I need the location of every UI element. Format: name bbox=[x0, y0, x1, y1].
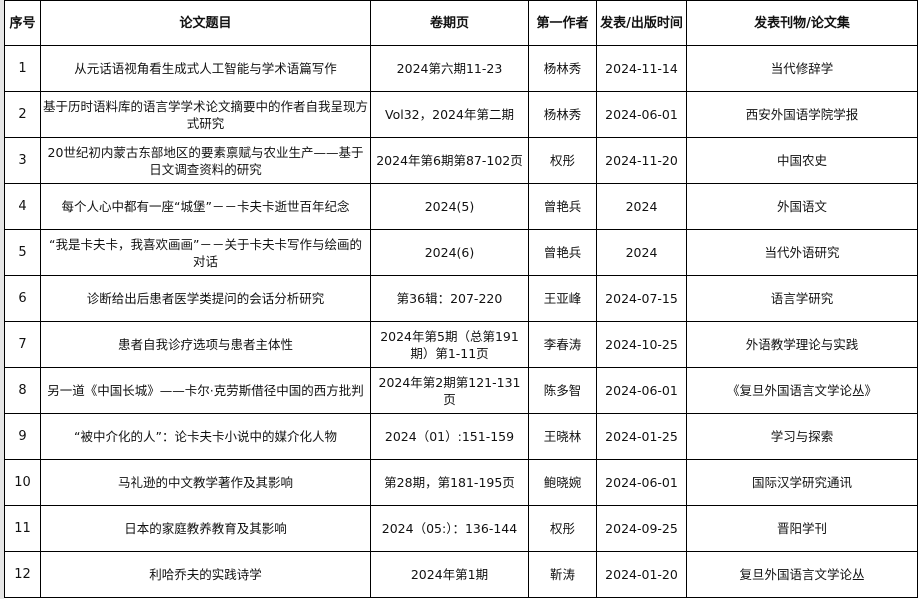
cell-volume-pages[interactable]: 2024(5) bbox=[370, 183, 529, 230]
cell-title[interactable]: 每个人心中都有一座“城堡”－－卡夫卡逝世百年纪念 bbox=[40, 183, 371, 230]
cell-index[interactable]: 7 bbox=[4, 321, 41, 368]
cell-first-author[interactable]: 杨林秀 bbox=[528, 45, 597, 92]
cell-first-author[interactable]: 鲍晓婉 bbox=[528, 459, 597, 506]
cell-journal[interactable]: 语言学研究 bbox=[686, 275, 918, 322]
cell-first-author[interactable]: 曾艳兵 bbox=[528, 183, 597, 230]
table-row: 3 20世纪初内蒙古东部地区的要素禀赋与农业生产——基于日文调查资料的研究 2024… bbox=[4, 137, 918, 184]
cell-title[interactable]: 诊断给出后患者医学类提问的会话分析研究 bbox=[40, 275, 371, 322]
cell-volume-pages[interactable]: 2024第六期11-23 bbox=[370, 45, 529, 92]
cell-index[interactable]: 10 bbox=[4, 459, 41, 506]
header-first-author: 第一作者 bbox=[528, 0, 597, 46]
cell-publish-date[interactable]: 2024-11-20 bbox=[596, 137, 687, 184]
cell-index[interactable]: 2 bbox=[4, 91, 41, 138]
cell-volume-pages[interactable]: 2024（05:）：136-144 bbox=[370, 505, 529, 552]
cell-first-author[interactable]: 杨林秀 bbox=[528, 91, 597, 138]
cell-publish-date[interactable]: 2024-01-25 bbox=[596, 413, 687, 460]
cell-publish-date[interactable]: 2024-07-15 bbox=[596, 275, 687, 322]
cell-title[interactable]: “我是卡夫卡，我喜欢画画”－－关于卡夫卡写作与绘画的对话 bbox=[40, 229, 371, 276]
cell-journal[interactable]: 外语教学理论与实践 bbox=[686, 321, 918, 368]
cell-journal[interactable]: 中国农史 bbox=[686, 137, 918, 184]
cell-index[interactable]: 6 bbox=[4, 275, 41, 322]
cell-publish-date[interactable]: 2024-01-20 bbox=[596, 551, 687, 598]
cell-index[interactable]: 9 bbox=[4, 413, 41, 460]
table-row: 9 “被中介化的人”：论卡夫卡小说中的媒介化人物 2024（01）:151-159 王… bbox=[4, 413, 918, 460]
cell-volume-pages[interactable]: 2024（01）:151-159 bbox=[370, 413, 529, 460]
cell-index[interactable]: 1 bbox=[4, 45, 41, 92]
cell-journal[interactable]: 西安外国语学院学报 bbox=[686, 91, 918, 138]
cell-publish-date[interactable]: 2024-11-14 bbox=[596, 45, 687, 92]
cell-first-author[interactable]: 李春涛 bbox=[528, 321, 597, 368]
header-index: 序号 bbox=[4, 0, 41, 46]
table-row: 5 “我是卡夫卡，我喜欢画画”－－关于卡夫卡写作与绘画的对话 2024(6) 曾艳兵 2… bbox=[4, 229, 918, 276]
cell-title[interactable]: 日本的家庭教养教育及其影响 bbox=[40, 505, 371, 552]
cell-journal[interactable]: 外国语文 bbox=[686, 183, 918, 230]
table-row: 4 每个人心中都有一座“城堡”－－卡夫卡逝世百年纪念 2024(5) 曾艳兵 2024 外… bbox=[4, 183, 918, 230]
header-publish-date: 发表/出版时间 bbox=[596, 0, 687, 46]
cell-title[interactable]: 20世纪初内蒙古东部地区的要素禀赋与农业生产——基于日文调查资料的研究 bbox=[40, 137, 371, 184]
cell-title[interactable]: “被中介化的人”：论卡夫卡小说中的媒介化人物 bbox=[40, 413, 371, 460]
cell-title[interactable]: 基于历时语料库的语言学学术论文摘要中的作者自我呈现方式研究 bbox=[40, 91, 371, 138]
cell-journal[interactable]: 国际汉学研究通讯 bbox=[686, 459, 918, 506]
cell-journal[interactable]: 复旦外国语言文学论丛 bbox=[686, 551, 918, 598]
header-journal: 发表刊物/论文集 bbox=[686, 0, 918, 46]
table-row: 7 患者自我诊疗选项与患者主体性 2024年第5期（总第191期）第1-11页 李春涛… bbox=[4, 321, 918, 368]
cell-publish-date[interactable]: 2024 bbox=[596, 183, 687, 230]
cell-title[interactable]: 患者自我诊疗选项与患者主体性 bbox=[40, 321, 371, 368]
cell-index[interactable]: 8 bbox=[4, 367, 41, 414]
cell-journal[interactable]: 学习与探索 bbox=[686, 413, 918, 460]
cell-volume-pages[interactable]: 2024年第2期第121-131页 bbox=[370, 367, 529, 414]
cell-first-author[interactable]: 靳涛 bbox=[528, 551, 597, 598]
header-row: 序号 论文题目 卷期页 第一作者 发表/出版时间 发表刊物/论文集 bbox=[4, 0, 918, 46]
header-volume-pages: 卷期页 bbox=[370, 0, 529, 46]
cell-volume-pages[interactable]: 2024(6) bbox=[370, 229, 529, 276]
cell-publish-date[interactable]: 2024 bbox=[596, 229, 687, 276]
cell-first-author[interactable]: 陈多智 bbox=[528, 367, 597, 414]
cell-journal[interactable]: 当代外语研究 bbox=[686, 229, 918, 276]
table-row: 6 诊断给出后患者医学类提问的会话分析研究 第36辑：207-220 王亚峰 2024-… bbox=[4, 275, 918, 322]
cell-index[interactable]: 4 bbox=[4, 183, 41, 230]
table-row: 2 基于历时语料库的语言学学术论文摘要中的作者自我呈现方式研究 Vol32，2024… bbox=[4, 91, 918, 138]
cell-title[interactable]: 利哈乔夫的实践诗学 bbox=[40, 551, 371, 598]
cell-first-author[interactable]: 王亚峰 bbox=[528, 275, 597, 322]
cell-publish-date[interactable]: 2024-09-25 bbox=[596, 505, 687, 552]
table-row: 8 另一道《中国长城》——卡尔·克劳斯借径中国的西方批判 2024年第2期第121-… bbox=[4, 367, 918, 414]
cell-publish-date[interactable]: 2024-06-01 bbox=[596, 367, 687, 414]
cell-first-author[interactable]: 权彤 bbox=[528, 505, 597, 552]
cell-first-author[interactable]: 权彤 bbox=[528, 137, 597, 184]
cell-title[interactable]: 从元话语视角看生成式人工智能与学术语篇写作 bbox=[40, 45, 371, 92]
cell-volume-pages[interactable]: 第36辑：207-220 bbox=[370, 275, 529, 322]
cell-index[interactable]: 5 bbox=[4, 229, 41, 276]
cell-volume-pages[interactable]: 2024年第1期 bbox=[370, 551, 529, 598]
cell-index[interactable]: 11 bbox=[4, 505, 41, 552]
cell-volume-pages[interactable]: 2024年第5期（总第191期）第1-11页 bbox=[370, 321, 529, 368]
papers-table: 序号 论文题目 卷期页 第一作者 发表/出版时间 发表刊物/论文集 1 从元话语视角看生成式… bbox=[4, 0, 918, 598]
table-row: 12 利哈乔夫的实践诗学 2024年第1期 靳涛 2024-01-20 复旦外国语言文学论… bbox=[4, 551, 918, 598]
cell-journal[interactable]: 《复旦外国语言文学论丛》 bbox=[686, 367, 918, 414]
cell-first-author[interactable]: 王晓林 bbox=[528, 413, 597, 460]
cell-index[interactable]: 3 bbox=[4, 137, 41, 184]
cell-volume-pages[interactable]: 第28期，第181-195页 bbox=[370, 459, 529, 506]
cell-publish-date[interactable]: 2024-06-01 bbox=[596, 459, 687, 506]
cell-publish-date[interactable]: 2024-10-25 bbox=[596, 321, 687, 368]
header-title: 论文题目 bbox=[40, 0, 371, 46]
cell-journal[interactable]: 晋阳学刊 bbox=[686, 505, 918, 552]
cell-first-author[interactable]: 曾艳兵 bbox=[528, 229, 597, 276]
cell-volume-pages[interactable]: 2024年第6期第87-102页 bbox=[370, 137, 529, 184]
cell-publish-date[interactable]: 2024-06-01 bbox=[596, 91, 687, 138]
cell-title[interactable]: 马礼逊的中文教学著作及其影响 bbox=[40, 459, 371, 506]
sheet-edge bbox=[0, 0, 4, 599]
cell-index[interactable]: 12 bbox=[4, 551, 41, 598]
table-row: 1 从元话语视角看生成式人工智能与学术语篇写作 2024第六期11-23 杨林秀 202… bbox=[4, 45, 918, 92]
cell-journal[interactable]: 当代修辞学 bbox=[686, 45, 918, 92]
cell-title[interactable]: 另一道《中国长城》——卡尔·克劳斯借径中国的西方批判 bbox=[40, 367, 371, 414]
cell-volume-pages[interactable]: Vol32，2024年第二期 bbox=[370, 91, 529, 138]
table-row: 11 日本的家庭教养教育及其影响 2024（05:）：136-144 权彤 2024-0… bbox=[4, 505, 918, 552]
table-row: 10 马礼逊的中文教学著作及其影响 第28期，第181-195页 鲍晓婉 2024-06… bbox=[4, 459, 918, 506]
